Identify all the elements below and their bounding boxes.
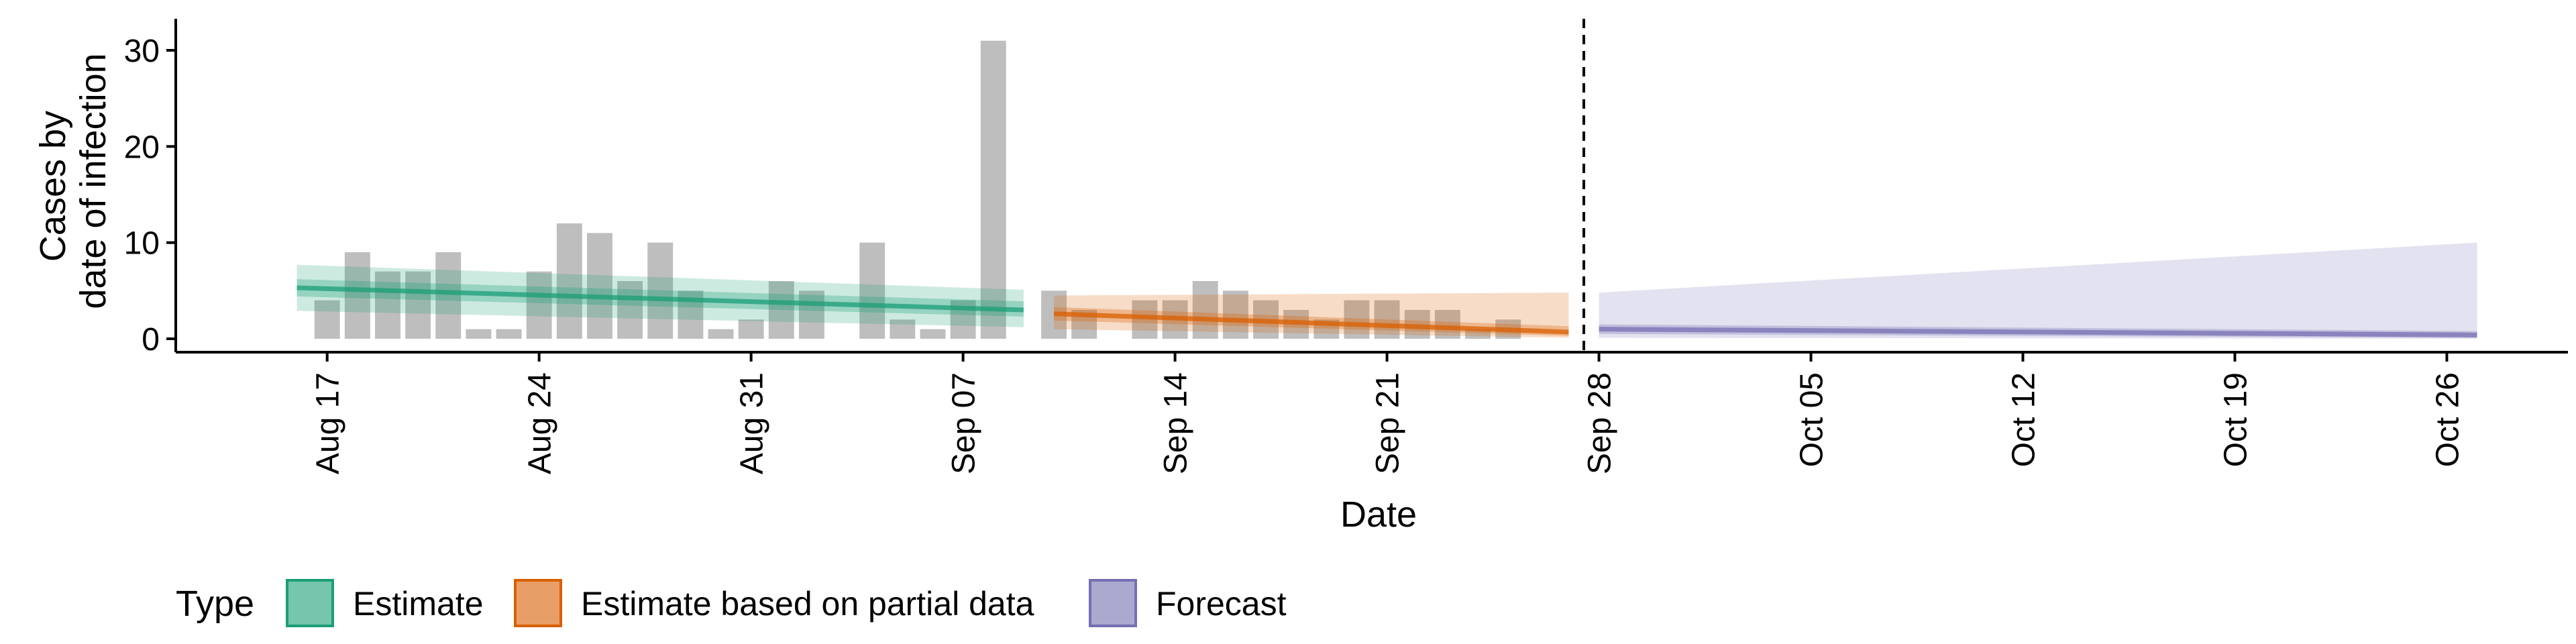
x-tick-label-2020-08-31: Aug 31 (735, 372, 770, 474)
x-tick-label-2020-10-12: Oct 12 (2006, 372, 2041, 467)
bar-2020-09-20 (1344, 300, 1370, 339)
bars-layer (314, 40, 1521, 339)
legend: Type Estimate Estimate based on partial d… (176, 579, 1287, 627)
x-tick-label-2020-09-21: Sep 21 (1371, 372, 1406, 474)
x-tick-label-2020-09-07: Sep 07 (947, 372, 982, 474)
bar-2020-09-06 (920, 329, 946, 339)
x-tick-label-2020-09-14: Sep 14 (1159, 372, 1194, 474)
bar-2020-08-31 (738, 319, 764, 339)
bar-2020-08-17 (314, 300, 340, 339)
x-tick-label-2020-10-19: Oct 19 (2218, 372, 2253, 467)
y-tick-label-10: 10 (124, 226, 160, 262)
bar-2020-08-28 (647, 242, 674, 339)
bar-2020-08-27 (617, 281, 643, 339)
bar-2020-09-15 (1192, 281, 1218, 339)
axes-layer (174, 19, 2568, 354)
legend-key-2 (1089, 579, 1137, 627)
bar-2020-08-30 (708, 329, 734, 339)
bar-2020-09-08 (980, 40, 1006, 339)
legend-key-0 (286, 579, 334, 627)
x-tick-label-2020-08-17: Aug 17 (311, 372, 346, 474)
legend-key-1 (514, 579, 562, 627)
y-axis-label-line-1: Cases by (33, 111, 73, 262)
legend-label-2: Forecast (1156, 585, 1287, 623)
x-axis-label: Date (1340, 494, 1417, 535)
y-axis-label-line-2: date of infection (73, 53, 113, 309)
band-outer-2 (1599, 242, 2477, 339)
legend-label-0: Estimate (353, 585, 484, 623)
bar-2020-09-05 (890, 319, 916, 339)
bar-2020-09-16 (1222, 290, 1248, 339)
x-ticks: Aug 17 Aug 24 Aug 31 Sep 07 Sep 14 Sep 21 Sep … (311, 352, 2465, 474)
legend-title: Type (176, 584, 254, 624)
bar-2020-09-24 (1465, 329, 1491, 339)
bar-2020-08-21 (435, 252, 462, 339)
legend-items: Estimate Estimate based on partial data Fo… (286, 579, 1287, 627)
bar-2020-08-23 (496, 329, 522, 339)
bar-2020-08-25 (556, 223, 582, 339)
bar-2020-09-23 (1434, 310, 1460, 339)
y-tick-label-20: 20 (124, 129, 160, 165)
y-tick-label-30: 30 (124, 34, 160, 69)
bar-2020-08-24 (526, 271, 552, 339)
x-tick-label-2020-09-28: Sep 28 (1582, 372, 1618, 474)
bar-2020-08-22 (466, 329, 492, 339)
bar-2020-09-04 (859, 242, 885, 339)
bar-2020-08-19 (375, 271, 400, 339)
bar-2020-09-01 (768, 281, 794, 339)
x-tick-label-2020-10-26: Oct 26 (2430, 372, 2465, 467)
x-tick-label-2020-08-24: Aug 24 (523, 372, 558, 474)
bar-2020-09-02 (798, 290, 824, 339)
band-outer-0 (297, 264, 1024, 327)
bar-2020-08-26 (586, 233, 612, 339)
median-line-2 (1599, 327, 2477, 337)
y-ticks: 0 10 20 30 (124, 34, 176, 358)
y-axis-label: Cases by date of infection (33, 53, 113, 309)
median-line-0 (297, 285, 1024, 313)
legend-label-1: Estimate based on partial data (581, 585, 1034, 623)
bar-2020-09-21 (1374, 300, 1400, 339)
bands-layer (297, 242, 2477, 339)
x-tick-label-2020-10-05: Oct 05 (1794, 372, 1830, 467)
bar-2020-08-18 (344, 252, 370, 339)
bar-2020-08-20 (405, 271, 431, 339)
median-line-1 (1053, 311, 1569, 335)
y-tick-label-0: 0 (142, 322, 160, 358)
